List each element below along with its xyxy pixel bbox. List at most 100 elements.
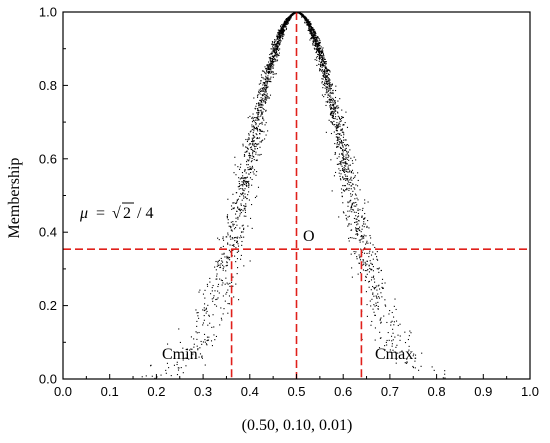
cloud-drop: [263, 83, 265, 85]
cloud-drop: [414, 360, 416, 362]
cloud-drop: [224, 283, 226, 285]
cloud-drop: [350, 172, 352, 174]
cloud-drop: [270, 52, 272, 55]
cloud-drop: [265, 98, 267, 100]
cloud-drop: [201, 343, 203, 345]
cloud-drop: [330, 91, 332, 93]
cloud-drop: [253, 97, 255, 99]
cloud-drop: [269, 57, 271, 60]
cloud-drop: [322, 64, 325, 66]
cloud-drop: [325, 77, 327, 80]
cloud-drop: [342, 116, 344, 118]
cloud-drop: [261, 123, 263, 125]
cloud-drop: [334, 107, 336, 110]
cloud-drop: [261, 88, 263, 90]
cloud-drop: [244, 177, 246, 179]
cloud-drop: [318, 54, 320, 56]
cloud-drop: [160, 374, 162, 376]
cloud-drop: [275, 49, 277, 51]
cloud-drop: [287, 22, 290, 24]
cloud-drop: [308, 29, 310, 32]
cloud-drop: [192, 353, 194, 355]
cloud-drop: [255, 159, 257, 161]
cloud-drop: [328, 74, 330, 76]
cloud-drop: [286, 22, 288, 24]
cloud-drop: [285, 19, 287, 21]
cloud-drop: [351, 204, 353, 206]
cloud-drop: [266, 81, 268, 83]
cloud-drop: [283, 30, 285, 32]
cloud-drop: [316, 40, 318, 42]
cmax-label: Cmax: [375, 346, 413, 363]
cloud-drop: [342, 158, 345, 160]
cloud-drop: [215, 335, 218, 337]
cloud-drop: [249, 168, 251, 170]
cloud-drop: [234, 156, 236, 158]
cloud-drop: [263, 100, 265, 102]
cloud-drop: [345, 179, 347, 181]
cloud-drop: [262, 97, 264, 99]
cloud-drop: [322, 78, 324, 80]
cloud-drop: [337, 126, 339, 128]
cloud-drop: [258, 119, 260, 121]
cloud-drop: [321, 53, 323, 55]
cloud-drop: [324, 71, 326, 73]
cloud-drop: [263, 94, 265, 96]
cloud-drop: [348, 224, 350, 226]
cloud-drop: [380, 322, 382, 324]
cloud-drop: [329, 82, 331, 84]
cloud-drop: [345, 178, 347, 180]
cloud-drop: [376, 258, 378, 260]
cloud-drop: [217, 263, 219, 265]
cloud-drop: [247, 138, 249, 140]
cloud-drop: [323, 74, 325, 76]
cloud-drop: [328, 99, 330, 101]
cloud-drop: [342, 211, 344, 213]
cloud-drop: [316, 37, 318, 39]
cloud-drop: [326, 88, 328, 91]
cloud-drop: [256, 119, 258, 121]
cloud-drop: [373, 295, 375, 297]
cloud-drop: [338, 168, 340, 170]
cloud-drop: [232, 225, 234, 227]
cloud-drop: [335, 136, 337, 138]
cloud-drop: [286, 19, 289, 21]
cloud-drop: [246, 180, 248, 182]
cloud-drop: [262, 117, 264, 119]
cloud-drop: [313, 37, 315, 39]
cloud-drop: [329, 70, 331, 72]
y-tick-label: 0.2: [39, 298, 57, 313]
cloud-drop: [312, 42, 314, 44]
cloud-drop: [215, 278, 217, 280]
cloud-drop: [342, 151, 344, 153]
cloud-drop: [386, 339, 388, 342]
cloud-drop: [314, 32, 316, 34]
cloud-drop: [348, 159, 350, 161]
cloud-drop: [321, 51, 323, 53]
cloud-drop: [368, 252, 370, 254]
cloud-drop: [266, 70, 268, 72]
cloud-drop: [241, 209, 243, 211]
cloud-drop: [250, 143, 252, 145]
cloud-drop: [255, 126, 258, 128]
cloud-drop: [253, 120, 255, 122]
cloud-drop: [253, 140, 255, 142]
cloud-drop: [364, 263, 366, 265]
cloud-drop: [348, 237, 350, 239]
cloud-drop: [329, 100, 331, 102]
cloud-drop: [243, 154, 246, 156]
cloud-drop: [270, 60, 273, 63]
cloud-drop: [261, 112, 263, 114]
cloud-drop: [271, 59, 273, 61]
cloud-drop: [406, 362, 408, 364]
cloud-drop: [208, 336, 210, 338]
cloud-drop: [227, 302, 229, 305]
cloud-drop: [247, 164, 249, 166]
cloud-drop: [317, 42, 319, 44]
cloud-drop: [256, 171, 258, 173]
cloud-drop: [334, 123, 336, 126]
y-tick-label: 0.0: [39, 372, 57, 387]
cloud-drop: [368, 256, 370, 258]
cloud-drop: [272, 51, 274, 53]
cloud-drop: [340, 161, 342, 163]
